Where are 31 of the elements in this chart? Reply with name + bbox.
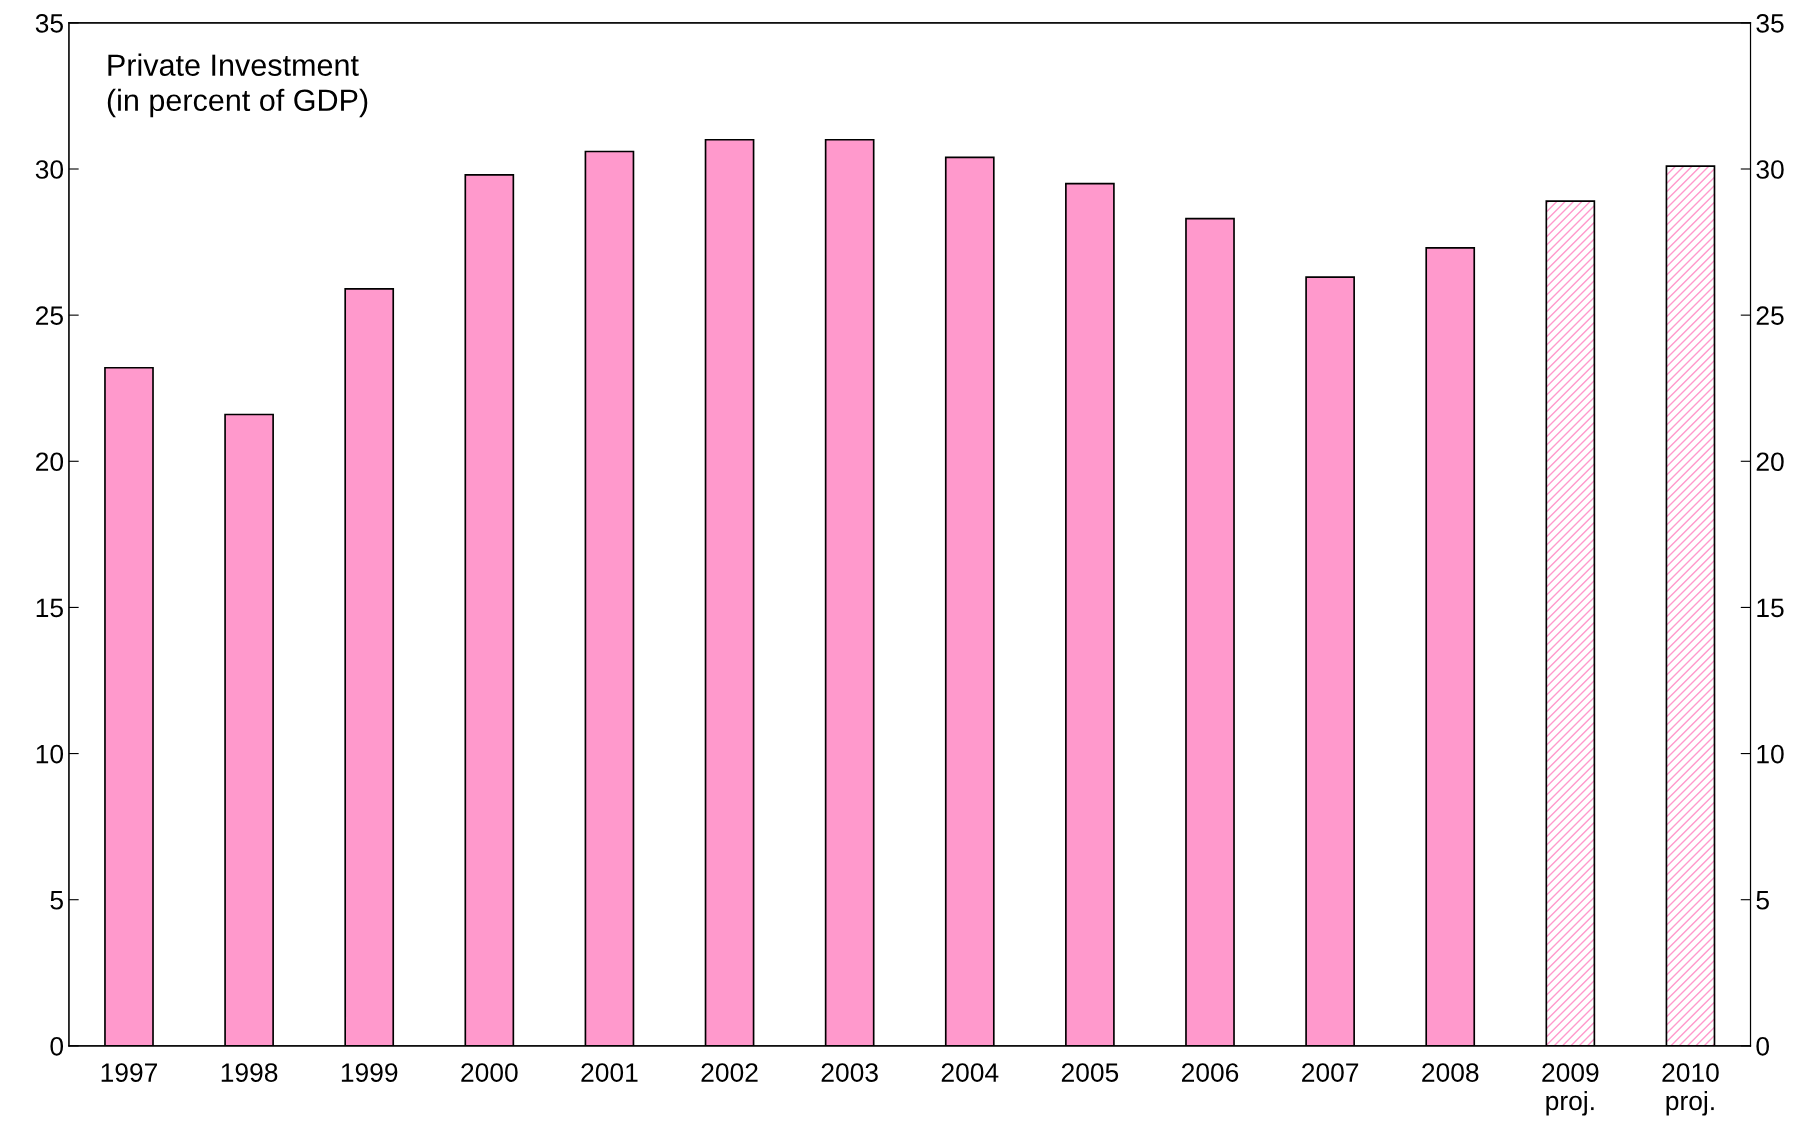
y2-tick-label: 0: [1756, 1036, 1770, 1056]
y2-tick-label: 20: [1756, 452, 1784, 472]
x-tick-label: 1997: [101, 1063, 158, 1082]
text: Private Investment (in percent of GDP): [107, 53, 368, 118]
x-tick-label: 2000: [461, 1063, 518, 1082]
y2-tick-label: 25: [1756, 306, 1784, 325]
y-tick-label: 5: [50, 891, 63, 910]
x-tick-label: 2002: [701, 1063, 758, 1082]
y-tick-label: 10: [36, 744, 64, 764]
x-tick-label: 1998: [221, 1063, 278, 1082]
x-tick-label: 2003: [821, 1063, 878, 1082]
x-tick-label: 2008: [1422, 1063, 1479, 1082]
y2-tick-label: 10: [1757, 744, 1784, 764]
y2-tick-label: 35: [1756, 13, 1784, 33]
x-tick-label: 2007: [1302, 1063, 1359, 1082]
y-tick-label: 15: [36, 598, 63, 618]
x-tick-label: 2010 proj.: [1662, 1063, 1719, 1116]
y-tick-label: 0: [50, 1036, 64, 1056]
y-tick-label: 35: [35, 13, 63, 33]
x-tick-label: 1999: [341, 1063, 398, 1082]
y2-tick-label: 5: [1756, 891, 1769, 910]
x-tick-label: 2009 proj.: [1542, 1063, 1599, 1116]
x-tick-label: 2004: [941, 1063, 999, 1082]
x-tick-label: 2001: [581, 1063, 638, 1082]
y-tick-label: 25: [36, 306, 63, 325]
y-tick-label: 20: [36, 452, 64, 472]
x-tick-label: 2006: [1181, 1063, 1239, 1082]
x-tick-label: 2005: [1061, 1063, 1119, 1082]
y-tick-label: 30: [35, 160, 64, 179]
y2-tick-label: 30: [1756, 160, 1784, 179]
y2-tick-label: 15: [1757, 598, 1784, 618]
